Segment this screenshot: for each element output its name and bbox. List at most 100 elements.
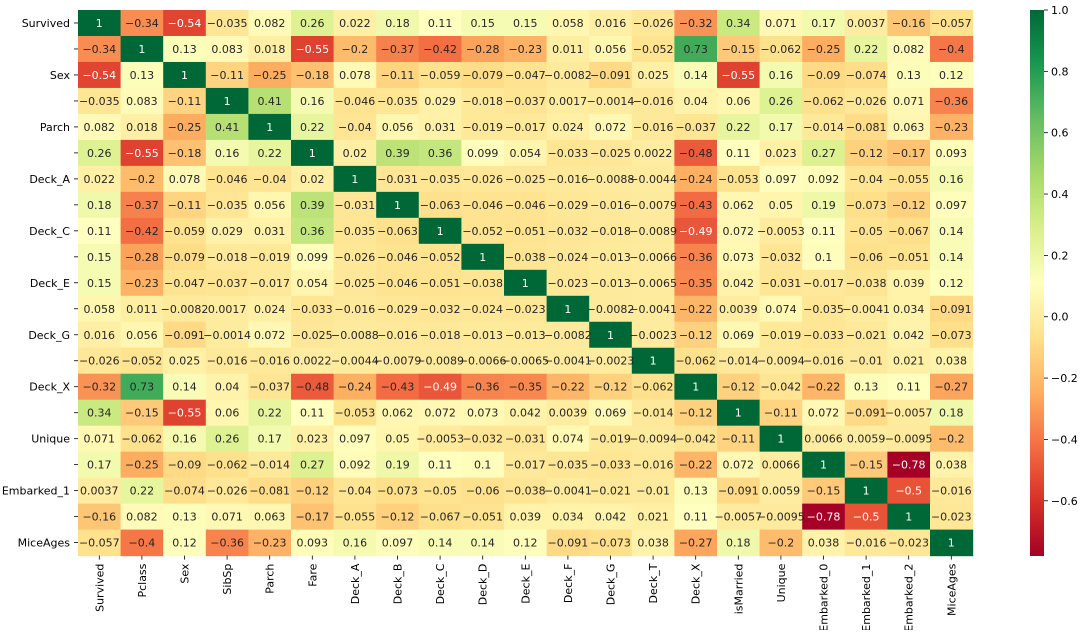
heatmap-cell <box>546 87 590 115</box>
y-tick-label: MiceAges <box>18 537 71 550</box>
cell-value-label: 0.062 <box>382 407 414 420</box>
heatmap-cell <box>78 347 122 375</box>
cell-value-label: −0.046 <box>377 251 418 264</box>
cell-value-label: −0.021 <box>590 485 631 498</box>
heatmap-cell <box>291 373 335 401</box>
heatmap-cell <box>333 243 377 271</box>
heatmap-cell <box>631 425 675 453</box>
cell-value-label: −0.37 <box>125 199 159 212</box>
heatmap-cell <box>504 35 548 63</box>
cell-value-label: −0.25 <box>807 43 841 56</box>
heatmap-cell <box>930 295 974 323</box>
heatmap-cell <box>248 61 292 89</box>
cell-value-label: 0.025 <box>169 355 201 368</box>
cell-value-label: −0.0065 <box>629 277 677 290</box>
heatmap-cell <box>844 113 888 141</box>
heatmap-cell <box>205 165 249 193</box>
cell-value-label: 0.0017 <box>208 303 247 316</box>
heatmap-cell <box>717 191 761 219</box>
heatmap-cell <box>674 295 718 323</box>
cell-value-label: 0.18 <box>87 199 112 212</box>
heatmap-cell <box>248 35 292 63</box>
heatmap-cell <box>589 217 633 245</box>
heatmap-cell <box>163 113 207 141</box>
cell-value-label: −0.0014 <box>203 329 251 342</box>
cell-value-label: −0.035 <box>79 95 120 108</box>
heatmap-cell <box>674 10 718 37</box>
cell-value-label: 0.11 <box>726 147 751 160</box>
heatmap-cell <box>759 139 803 167</box>
heatmap-cell <box>504 243 548 271</box>
heatmap-cell <box>930 10 974 37</box>
heatmap-cell <box>504 347 548 375</box>
cell-value-label: 0.021 <box>637 511 669 524</box>
heatmap-cell <box>589 451 633 479</box>
cell-value-label: 0.41 <box>215 121 240 134</box>
heatmap-cell <box>205 113 249 141</box>
heatmap-cell <box>504 191 548 219</box>
heatmap-cell <box>674 321 718 349</box>
cell-value-label: 0.0039 <box>549 407 588 420</box>
cell-value-label: −0.37 <box>381 43 415 56</box>
heatmap-cell <box>504 477 548 505</box>
cell-value-label: 0.031 <box>254 225 286 238</box>
cell-value-label: 0.15 <box>87 277 112 290</box>
cell-value-label: 0.26 <box>769 95 794 108</box>
cell-value-label: −0.019 <box>462 121 503 134</box>
heatmap-cell <box>930 165 974 193</box>
cell-value-label: −0.073 <box>931 329 972 342</box>
cell-value-label: 0.071 <box>211 511 243 524</box>
cell-value-label: −0.037 <box>207 277 248 290</box>
cell-value-label: −0.48 <box>295 381 329 394</box>
heatmap-cell <box>546 451 590 479</box>
cell-value-label: −0.24 <box>679 173 713 186</box>
heatmap-cell <box>376 425 420 453</box>
cell-value-label: −0.11 <box>764 407 798 420</box>
cell-value-label: 0.19 <box>385 459 410 472</box>
colorbar-tick-label: −0.2 <box>1051 372 1078 385</box>
cell-value-label: −0.35 <box>508 381 542 394</box>
heatmap-cell <box>333 347 377 375</box>
cell-value-label: 1 <box>735 407 742 420</box>
cell-value-label: −0.026 <box>846 95 887 108</box>
heatmap-cell <box>887 269 931 297</box>
heatmap-cell <box>205 347 249 375</box>
heatmap-cell <box>717 425 761 453</box>
heatmap-cell <box>589 269 633 297</box>
cell-value-label: −0.0089 <box>629 225 677 238</box>
heatmap-cell <box>461 269 505 297</box>
heatmap-cell <box>205 35 249 63</box>
colorbar-tick-label: 0.6 <box>1051 127 1069 140</box>
heatmap-cell <box>759 217 803 245</box>
x-tick-label: Deck_B <box>392 564 405 605</box>
heatmap-cell <box>418 269 462 297</box>
cell-value-label: 0.22 <box>130 485 155 498</box>
heatmap-cell <box>631 35 675 63</box>
cell-value-label: 1 <box>224 95 231 108</box>
heatmap-cell <box>163 451 207 479</box>
heatmap-cell <box>930 243 974 271</box>
cell-value-label: −0.074 <box>846 69 887 82</box>
cell-value-label: −0.0023 <box>587 355 635 368</box>
cell-value-label: −0.038 <box>846 277 887 290</box>
cell-value-label: −0.17 <box>892 147 926 160</box>
cell-value-label: 0.058 <box>84 303 116 316</box>
heatmap-cell <box>589 35 633 63</box>
cell-value-label: 0.13 <box>896 69 921 82</box>
heatmap-cell <box>418 295 462 323</box>
heatmap-cell <box>887 35 931 63</box>
heatmap-cell <box>802 61 846 89</box>
heatmap-cell <box>418 321 462 349</box>
heatmap-cell <box>844 217 888 245</box>
heatmap-cell <box>120 191 164 219</box>
heatmap-cell <box>887 451 931 479</box>
cell-value-label: −0.12 <box>381 511 415 524</box>
heatmap-cell <box>163 399 207 427</box>
cell-value-label: −0.047 <box>164 277 205 290</box>
heatmap-cell <box>291 35 335 63</box>
cell-value-label: 0.41 <box>257 95 282 108</box>
heatmap-cell <box>418 191 462 219</box>
heatmap-cell <box>78 269 122 297</box>
cell-value-label: −0.016 <box>590 199 631 212</box>
heatmap-cell <box>333 139 377 167</box>
